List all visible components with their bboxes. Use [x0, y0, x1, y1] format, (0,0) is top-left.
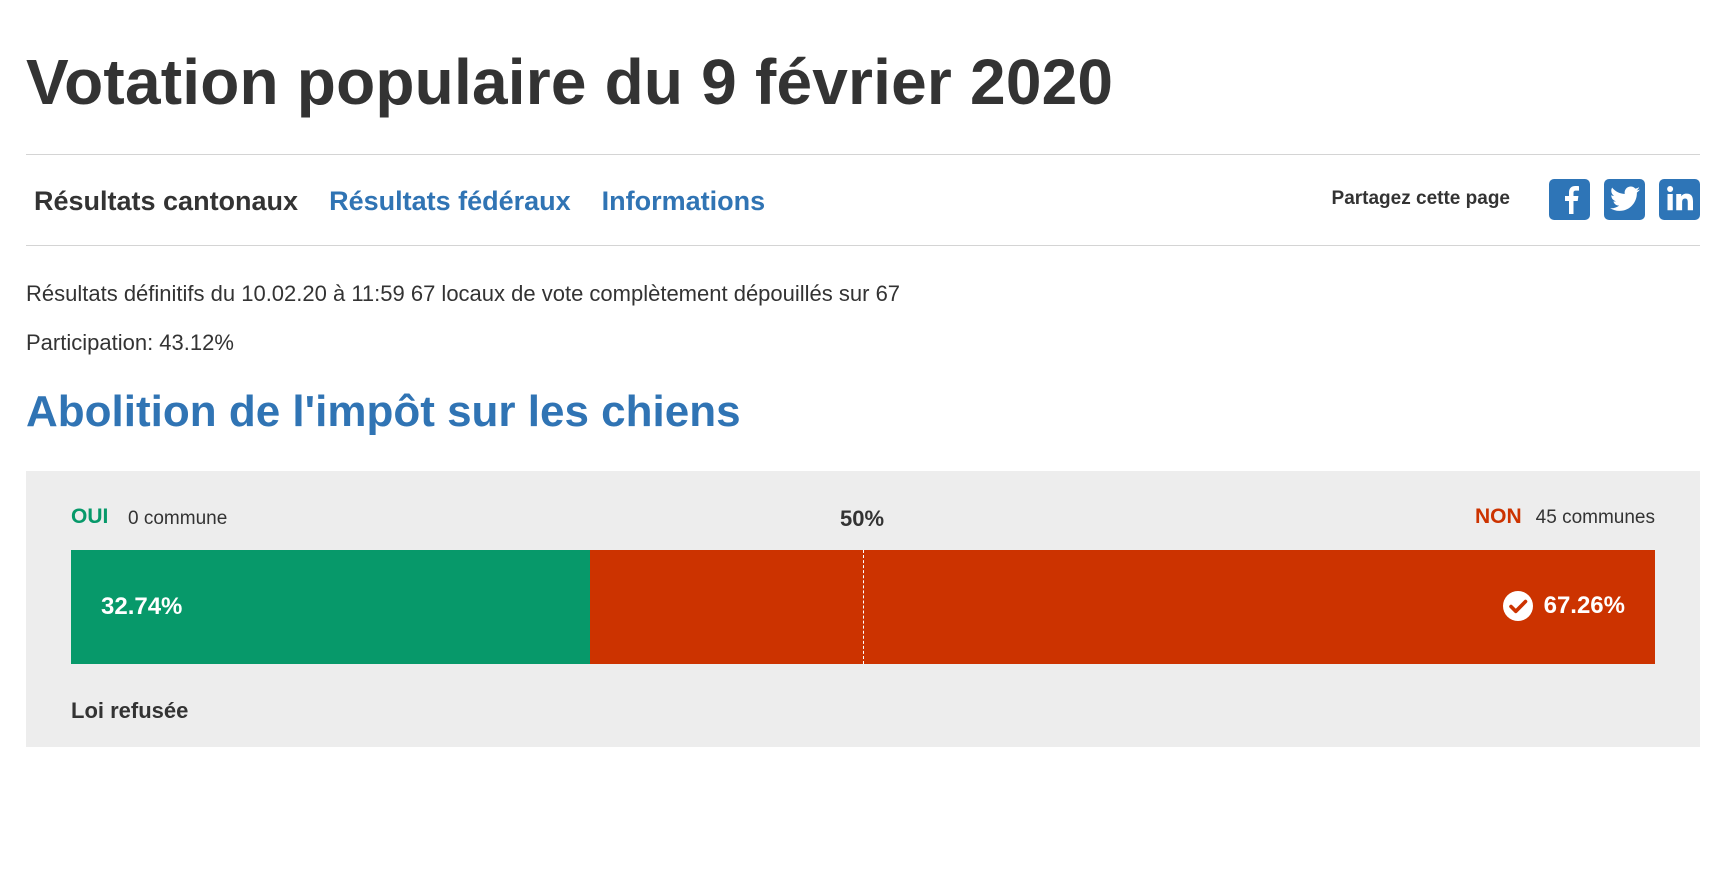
share-label: Partagez cette page — [1331, 188, 1510, 209]
midpoint-label: 50% — [840, 506, 885, 531]
vote-outcome: Loi refusée — [71, 698, 189, 723]
vote-title: Abolition de l'impôt sur les chiens — [26, 387, 741, 436]
twitter-share-button[interactable] — [1604, 178, 1645, 220]
yes-label: OUI — [71, 505, 109, 528]
yes-percentage: 32.74% — [101, 593, 183, 620]
facebook-share-button[interactable] — [1549, 178, 1590, 220]
divider-bottom — [26, 245, 1700, 246]
yes-bar-segment — [71, 550, 590, 664]
tab-cantonal-results[interactable]: Résultats cantonaux — [34, 186, 299, 216]
twitter-icon — [1609, 186, 1640, 211]
page-title: Votation populaire du 9 février 2020 — [26, 46, 1114, 118]
results-status: Résultats définitifs du 10.02.20 à 11:59… — [26, 281, 901, 306]
tab-information[interactable]: Informations — [601, 186, 766, 216]
vote-result-panel: OUI 0 commune 50% NON 45 communes 32.74%… — [26, 471, 1700, 747]
participation-rate: Participation: 43.12% — [26, 330, 234, 355]
facebook-icon — [1564, 186, 1579, 214]
no-percentage: 67.26% — [1543, 592, 1625, 619]
check-circle-icon — [1502, 591, 1533, 621]
no-header: NON 45 communes — [1475, 505, 1655, 529]
midpoint-line — [863, 550, 864, 664]
share-bar: Partagez cette page — [1332, 177, 1700, 221]
yes-communes-count: 0 commune — [128, 508, 228, 529]
linkedin-share-button[interactable] — [1659, 178, 1700, 220]
result-bar: 32.74% 67.26% — [71, 550, 1655, 664]
no-result: 67.26% — [1502, 590, 1625, 622]
result-nav: Résultats cantonaux Résultats fédéraux I… — [34, 184, 796, 218]
linkedin-icon — [1666, 186, 1693, 211]
no-label: NON — [1474, 505, 1522, 528]
tab-federal-results[interactable]: Résultats fédéraux — [329, 186, 571, 216]
no-communes-count: 45 communes — [1535, 507, 1655, 528]
divider-top — [26, 154, 1700, 155]
